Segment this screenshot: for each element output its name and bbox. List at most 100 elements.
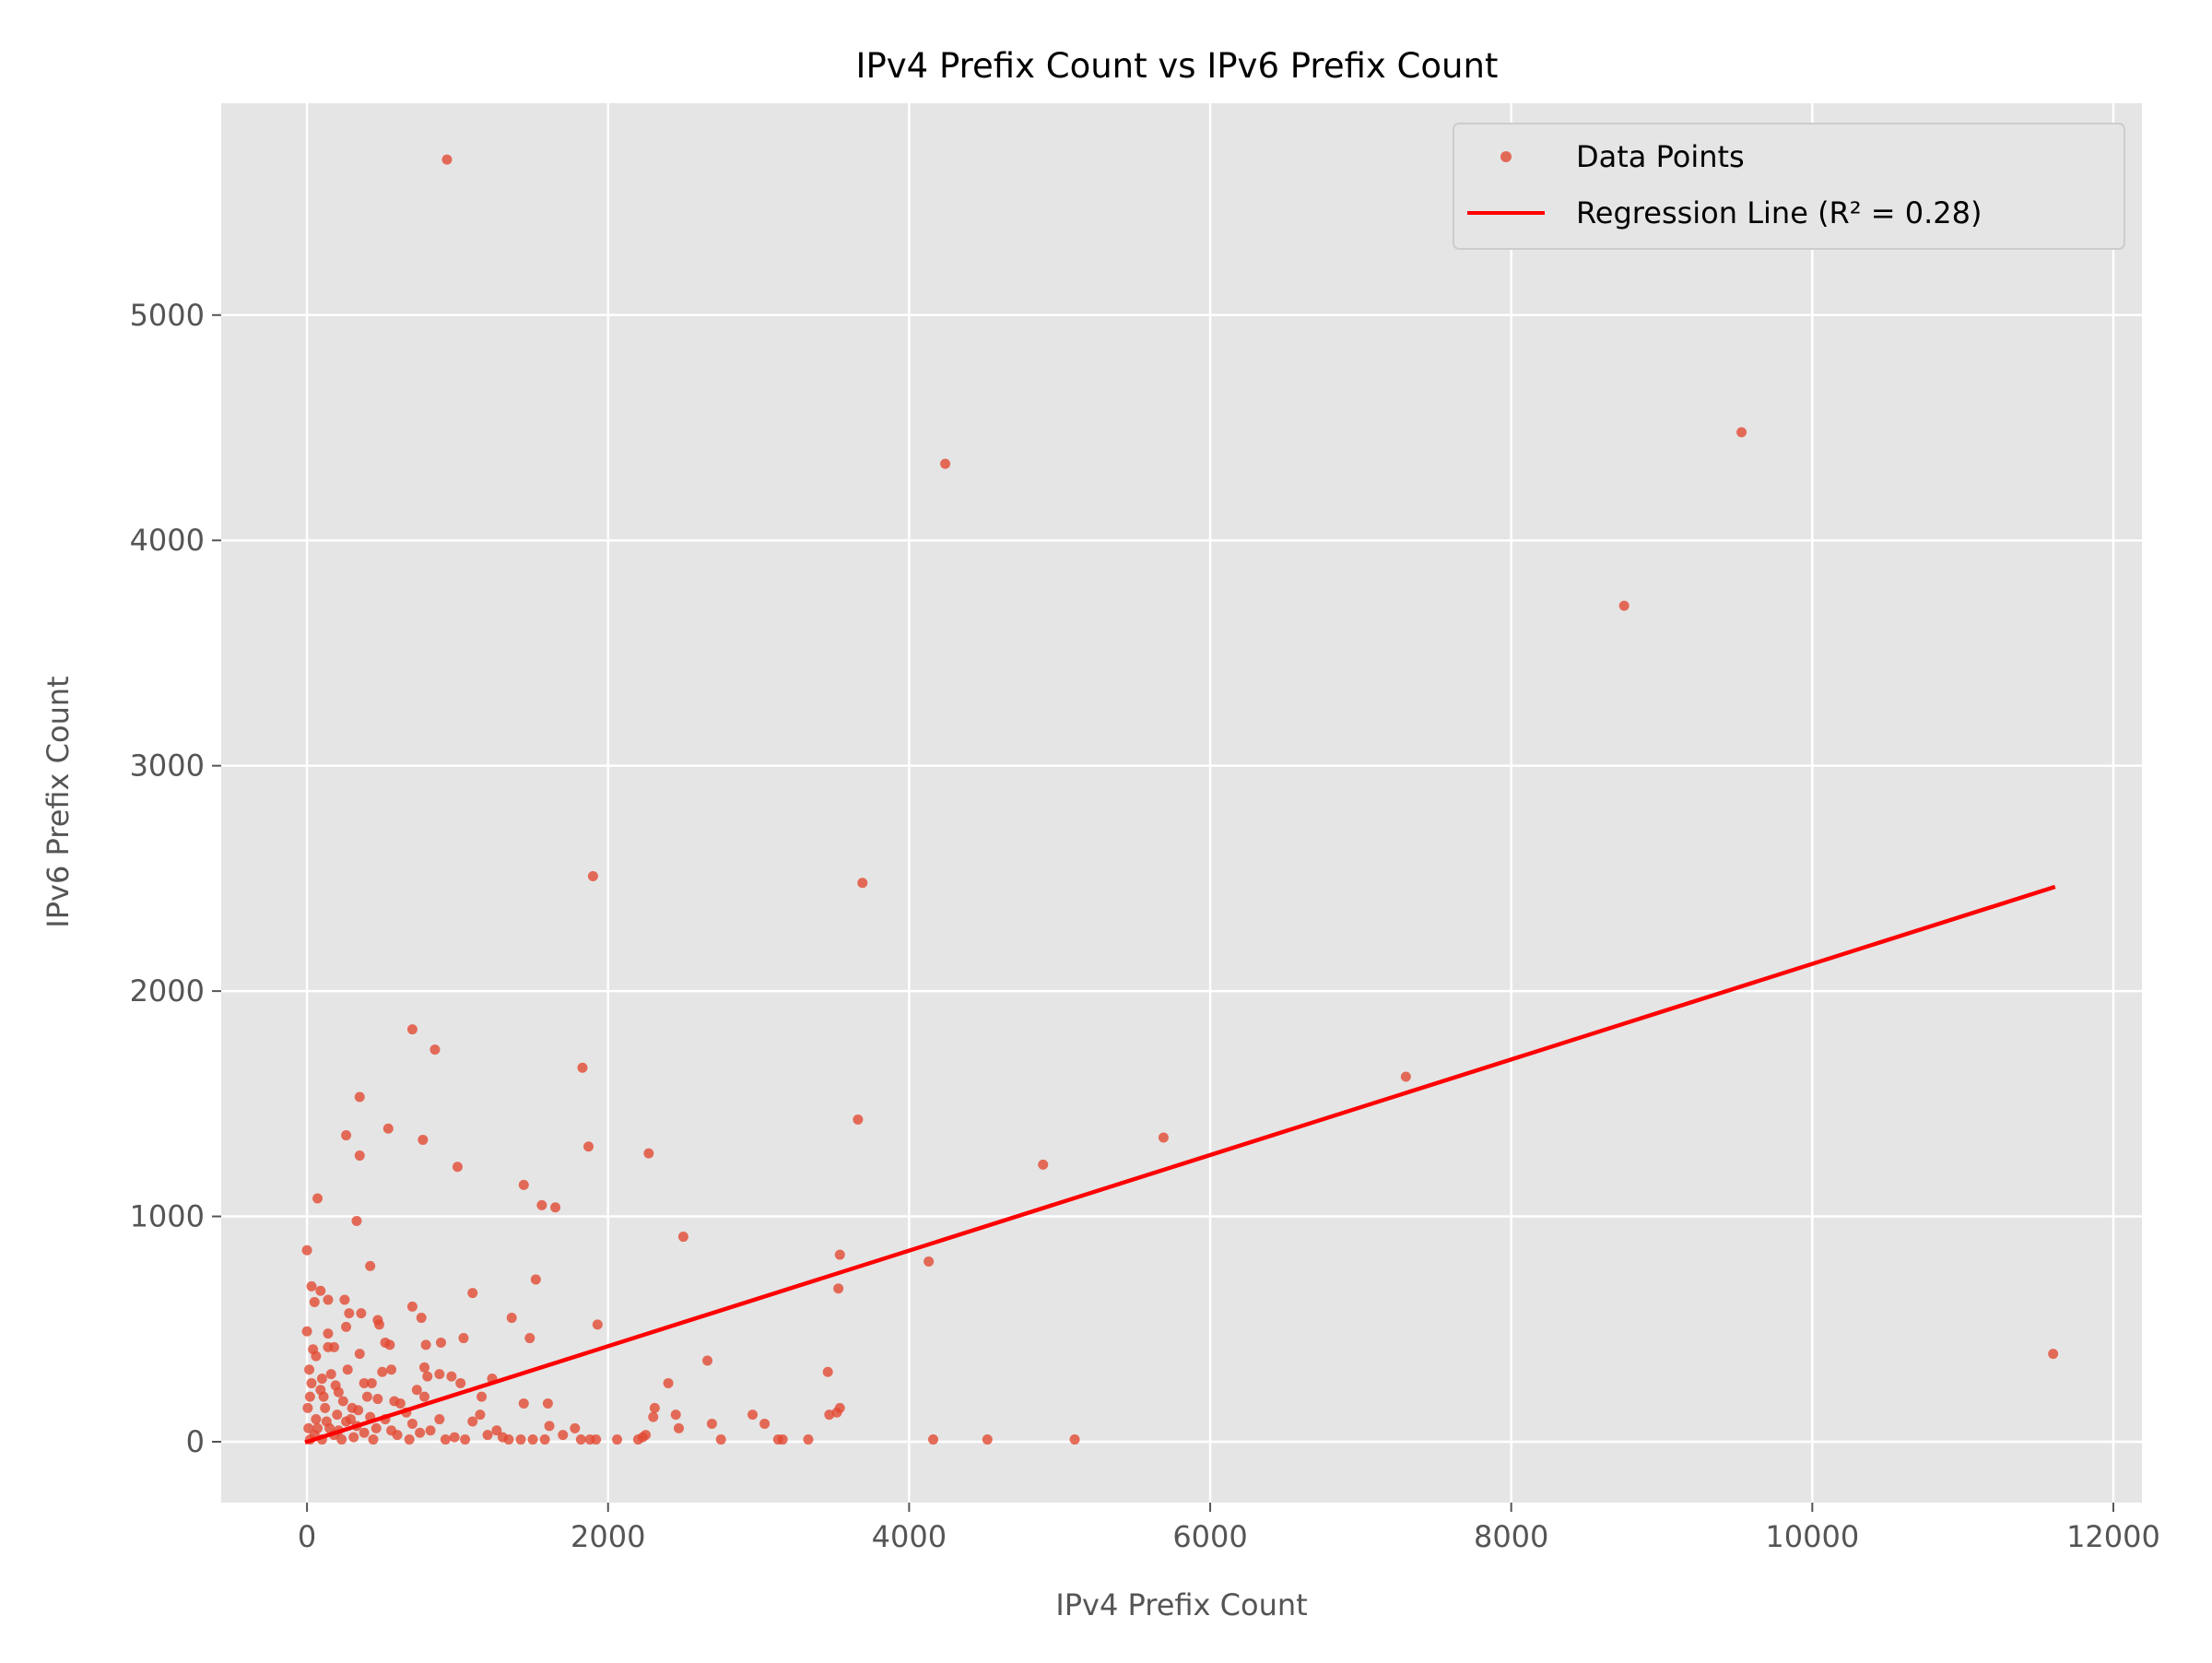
legend-label-points: Data Points — [1576, 139, 1745, 174]
y-tick-label: 4000 — [130, 523, 205, 558]
data-point — [643, 1148, 654, 1159]
y-tick-label: 5000 — [130, 298, 205, 333]
data-point — [325, 1369, 336, 1380]
data-point — [853, 1114, 864, 1125]
data-point — [353, 1405, 364, 1416]
data-point — [384, 1339, 395, 1350]
x-axis-label: IPv4 Prefix Count — [1055, 1587, 1307, 1622]
x-tick-label: 10000 — [1765, 1519, 1859, 1554]
data-point — [747, 1409, 759, 1421]
data-point — [365, 1260, 376, 1271]
data-point — [518, 1179, 529, 1190]
data-point — [361, 1391, 372, 1402]
chart-title: IPv4 Prefix Count vs IPv6 Prefix Count — [856, 46, 1499, 86]
data-point — [406, 1024, 418, 1035]
data-point — [332, 1409, 343, 1421]
data-point — [306, 1280, 317, 1291]
data-point — [386, 1364, 397, 1375]
data-point — [446, 1371, 457, 1382]
data-point — [328, 1341, 339, 1352]
data-point — [612, 1434, 623, 1445]
data-point — [336, 1434, 347, 1445]
x-tick-label: 0 — [298, 1519, 316, 1554]
data-point — [415, 1427, 426, 1438]
data-point — [824, 1409, 835, 1421]
data-point — [677, 1232, 688, 1243]
data-point — [530, 1274, 541, 1285]
data-point — [321, 1416, 332, 1427]
data-point — [455, 1377, 466, 1388]
data-point — [425, 1425, 436, 1436]
data-point — [544, 1421, 555, 1432]
data-point — [924, 1256, 935, 1267]
data-point — [302, 1402, 313, 1413]
data-point — [304, 1364, 315, 1375]
data-point — [406, 1418, 418, 1429]
data-point — [345, 1414, 356, 1425]
data-point — [309, 1296, 320, 1307]
y-tick-label: 3000 — [130, 749, 205, 784]
data-point — [301, 1244, 312, 1256]
data-point — [777, 1434, 788, 1445]
data-point — [674, 1422, 685, 1433]
data-point — [491, 1425, 502, 1436]
x-tick-label: 12000 — [2066, 1519, 2160, 1554]
data-point — [641, 1430, 652, 1441]
y-tick-label: 1000 — [130, 1199, 205, 1234]
data-point — [591, 1434, 602, 1445]
data-point — [418, 1391, 429, 1402]
data-point — [359, 1427, 370, 1438]
data-point — [366, 1377, 377, 1388]
legend-marker-points — [1500, 151, 1512, 162]
data-point — [506, 1313, 517, 1324]
data-point — [1069, 1434, 1080, 1445]
data-point — [928, 1434, 939, 1445]
data-point — [518, 1398, 529, 1409]
x-tick-label: 4000 — [872, 1519, 947, 1554]
data-point — [452, 1162, 463, 1173]
data-point — [311, 1414, 322, 1425]
data-point — [354, 1150, 365, 1162]
data-point — [467, 1288, 478, 1299]
data-point — [539, 1434, 550, 1445]
data-point — [583, 1141, 594, 1152]
data-point — [312, 1193, 324, 1204]
legend: Data Points Regression Line (R² = 0.28) — [1453, 123, 2125, 250]
data-point — [434, 1414, 445, 1425]
data-point — [348, 1432, 359, 1443]
data-point — [475, 1409, 486, 1421]
data-point — [833, 1283, 844, 1294]
data-point — [368, 1434, 379, 1445]
x-tick-label: 8000 — [1474, 1519, 1548, 1554]
data-point — [706, 1418, 717, 1429]
data-point — [406, 1301, 418, 1312]
data-point — [341, 1130, 352, 1141]
data-point — [1618, 600, 1630, 611]
plot-area — [221, 103, 2142, 1503]
data-point — [420, 1339, 431, 1350]
data-point — [822, 1366, 833, 1377]
data-point — [587, 870, 598, 881]
data-point — [371, 1422, 382, 1433]
data-point — [351, 1215, 362, 1226]
data-point — [342, 1364, 353, 1375]
data-point — [550, 1202, 561, 1213]
data-point — [440, 1434, 451, 1445]
data-point — [316, 1374, 327, 1385]
data-point — [386, 1425, 397, 1436]
data-point — [524, 1333, 535, 1344]
data-point — [301, 1326, 312, 1337]
data-point — [460, 1434, 471, 1445]
data-point — [435, 1337, 446, 1348]
data-point — [394, 1398, 406, 1409]
data-point — [467, 1416, 478, 1427]
data-point — [1038, 1159, 1049, 1170]
data-point — [418, 1134, 429, 1145]
data-point — [527, 1434, 538, 1445]
data-point — [1400, 1071, 1411, 1082]
legend-box — [1453, 123, 2125, 250]
data-point — [663, 1377, 674, 1388]
data-point — [377, 1366, 388, 1377]
